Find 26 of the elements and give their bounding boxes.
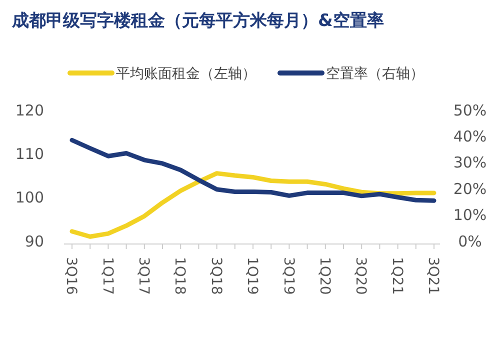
chart-title: 成都甲级写字楼租金（元每平方米每月）&空置率 — [11, 11, 384, 31]
x-tick-label: 1Q18 — [172, 257, 188, 295]
legend-label: 空置率（右轴） — [326, 66, 424, 82]
x-tick-label: 3Q20 — [352, 257, 369, 295]
y2-tick-label: 50% — [453, 101, 487, 120]
x-tick-label: 3Q21 — [425, 257, 442, 295]
y-tick-label: 110 — [15, 144, 44, 163]
x-tick-label: 1Q20 — [316, 257, 332, 295]
y-tick-label: 90 — [24, 232, 44, 250]
y2-tick-label: 0% — [458, 232, 482, 250]
x-tick-label: 1Q17 — [99, 257, 116, 295]
y-tick-label: 120 — [15, 101, 44, 120]
line-series — [70, 171, 436, 239]
legend-label: 平均账面租金（左轴） — [116, 66, 256, 82]
y2-tick-label: 10% — [453, 206, 487, 224]
y-tick-label: 100 — [15, 188, 44, 207]
x-tick-label: 3Q17 — [136, 257, 152, 295]
y2-tick-label: 20% — [453, 180, 487, 198]
y2-tick-label: 40% — [453, 127, 487, 146]
y2-tick-label: 30% — [453, 154, 487, 172]
x-tick-label: 1Q21 — [388, 257, 405, 295]
x-tick-label: 3Q18 — [208, 257, 224, 295]
x-tick-label: 3Q16 — [63, 257, 80, 295]
x-tick-label: 3Q19 — [280, 257, 296, 295]
line-series — [70, 138, 436, 203]
x-tick-label: 1Q19 — [244, 257, 260, 295]
